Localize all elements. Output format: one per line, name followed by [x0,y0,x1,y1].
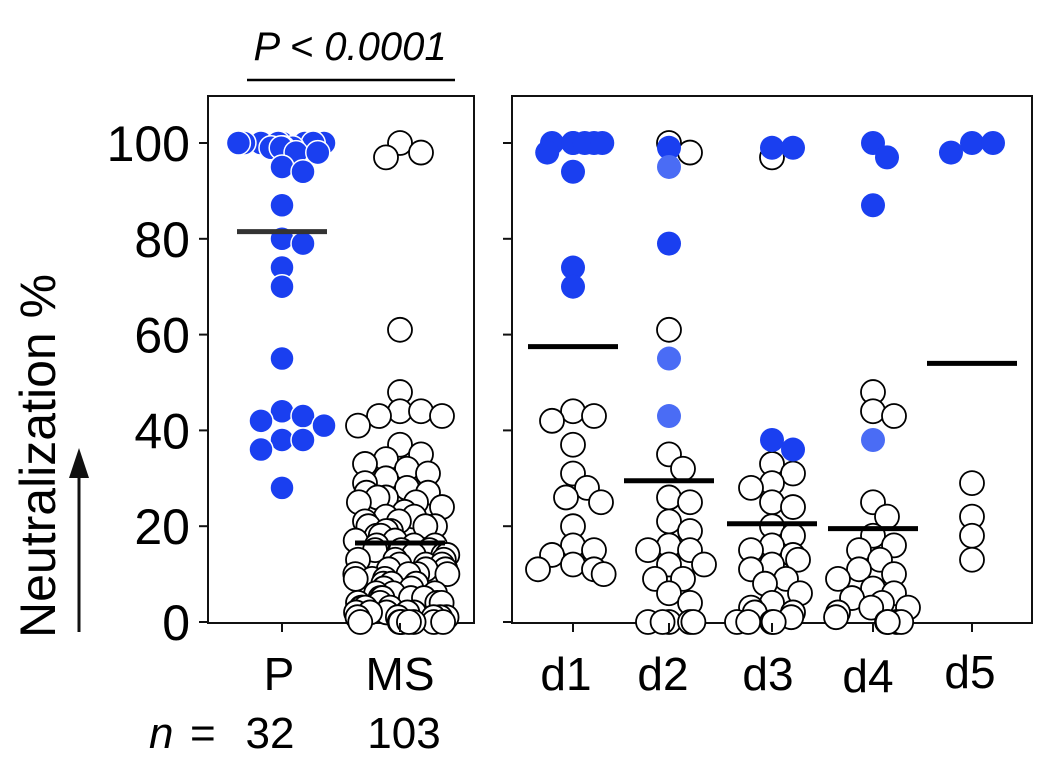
filled-point-d3 [781,136,805,160]
filled-point-p [291,160,315,184]
open-point-d1 [592,562,616,586]
y-axis-title: Neutralization % [10,274,89,638]
open-point-d1 [589,490,613,514]
filled-point-d2 [657,347,681,371]
open-point-d2 [657,318,681,342]
open-point-d1 [561,553,585,577]
category-label-d5: d5 [944,646,995,698]
open-point-d5 [960,524,984,548]
filled-point-p [291,232,315,256]
filled-point-p [270,347,294,371]
n-value-ms: 103 [367,709,440,758]
open-point-d3 [781,495,805,519]
filled-point-d5 [960,131,984,155]
filled-point-p [270,193,294,217]
filled-point-d2 [657,155,681,179]
data-points [226,131,1005,634]
open-point-d4 [876,610,900,634]
open-point-d2 [681,610,705,634]
open-point-d4 [824,605,848,629]
open-point-ms [409,399,433,423]
filled-point-d5 [981,131,1005,155]
y-tick-label: 20 [134,499,190,555]
y-tick-label: 60 [134,308,190,364]
open-point-ms [388,318,412,342]
open-point-d5 [960,548,984,572]
filled-point-d1 [590,131,614,155]
open-point-ms [348,610,372,634]
open-point-d3 [762,610,786,634]
open-point-d2 [651,610,675,634]
open-point-ms [374,145,398,169]
category-labels: P MS d1 d2 d3 d4 d5 [264,623,996,702]
open-point-d3 [739,476,763,500]
open-point-d4 [882,404,906,428]
sample-size-row: n = 32 103 [149,709,441,758]
filled-point-p [270,476,294,500]
significance-annotation: P < 0.0001 [247,25,455,80]
n-equals: = [190,709,216,758]
open-point-d1 [554,485,578,509]
open-point-d2 [678,141,702,165]
filled-point-p [270,275,294,299]
y-tick-label: 80 [134,212,190,268]
open-point-d5 [960,471,984,495]
filled-point-d3 [760,428,784,452]
filled-point-d2 [657,404,681,428]
open-point-d1 [561,433,585,457]
filled-point-d4 [861,193,885,217]
open-point-d2 [692,553,716,577]
y-tick-label: 0 [162,595,190,651]
open-point-d3 [736,610,760,634]
open-point-d1 [582,404,606,428]
filled-point-p [270,155,294,179]
open-point-d2 [671,457,695,481]
p-value-label: P < 0.0001 [253,25,446,69]
filled-point-d2 [657,232,681,256]
open-point-d4 [861,399,885,423]
filled-point-p [249,409,273,433]
filled-point-p [249,438,273,462]
open-point-ms [344,567,368,591]
category-label-d4: d4 [842,650,893,702]
n-value-p: 32 [246,709,295,758]
category-label-d2: d2 [637,648,688,700]
open-point-ms [430,404,454,428]
n-symbol: n [149,709,173,758]
filled-point-d1 [561,275,585,299]
open-point-d3 [760,490,784,514]
filled-point-d1 [535,141,559,165]
filled-point-d3 [760,136,784,160]
category-label-ms: MS [366,648,435,700]
filled-point-d1 [561,160,585,184]
filled-point-p [226,131,250,155]
category-label-d1: d1 [540,648,591,700]
y-tick-label: 100 [107,116,190,172]
open-point-ms [409,141,433,165]
y-tick-label: 40 [134,403,190,459]
filled-point-d3 [781,438,805,462]
y-axis-label: Neutralization % [10,274,66,638]
category-label-d3: d3 [742,648,793,700]
filled-point-p [312,414,336,438]
open-point-d2 [678,490,702,514]
filled-point-d4 [875,145,899,169]
open-point-d1 [540,409,564,433]
filled-point-p [291,428,315,452]
filled-point-d5 [939,141,963,165]
open-point-ms [431,610,455,634]
open-point-d1 [526,557,550,581]
open-point-d2 [636,538,660,562]
open-point-ms [346,414,370,438]
filled-point-d4 [861,428,885,452]
category-label-p: P [264,648,295,700]
open-point-d2 [657,485,681,509]
